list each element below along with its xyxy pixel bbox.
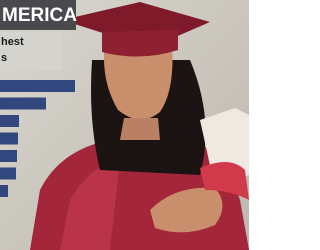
bar	[0, 150, 17, 162]
bar	[0, 168, 16, 180]
chart-title: MERICA	[2, 5, 77, 26]
bar	[0, 185, 8, 197]
bar	[0, 80, 75, 92]
bar	[0, 133, 18, 145]
bar	[0, 115, 19, 127]
bar	[0, 98, 46, 110]
clipping: MERICA hest s	[0, 0, 249, 250]
subtitle-line: s	[1, 52, 7, 64]
subtitle-line: hest	[1, 36, 24, 48]
